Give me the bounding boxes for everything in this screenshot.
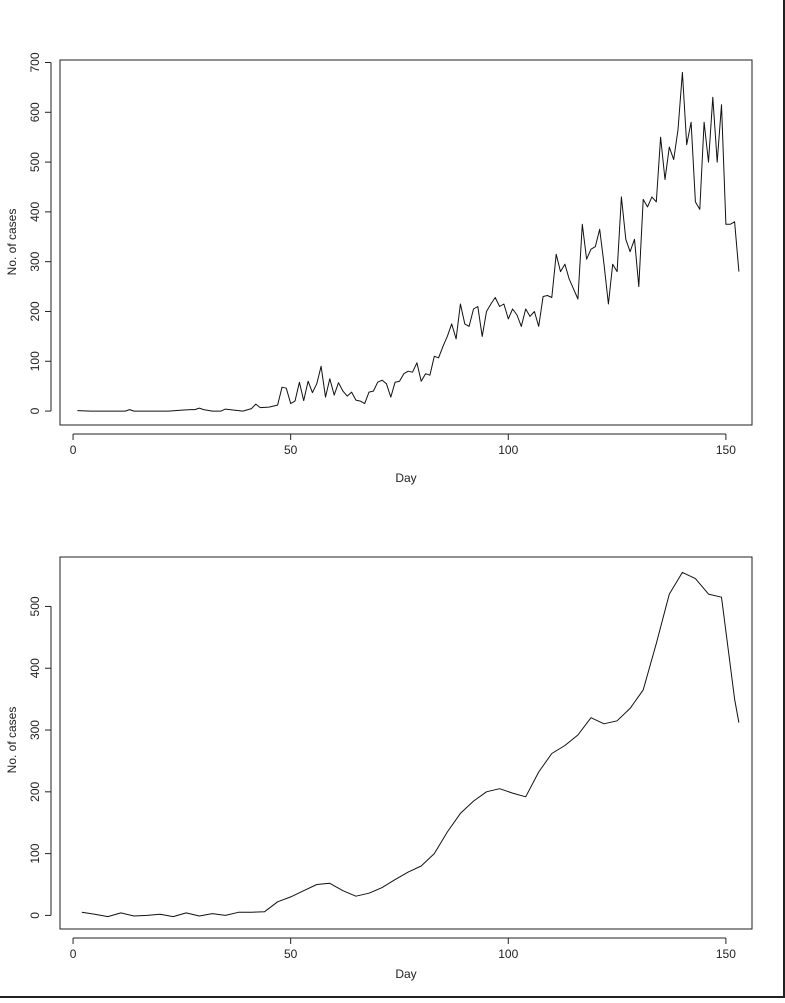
top-y-tick-label: 600 — [28, 102, 42, 122]
top-y-tick-label: 500 — [28, 152, 42, 172]
top-x-axis: 0 50 100 150 — [70, 433, 736, 457]
top-y-tick-label: 300 — [28, 251, 42, 271]
bottom-x-tick-label: 50 — [284, 947, 298, 961]
top-y-axis-label: No. of cases — [5, 209, 19, 276]
bottom-series-line — [81, 571, 740, 918]
top-series-line — [77, 71, 740, 412]
top-y-tick-label: 200 — [28, 301, 42, 321]
bottom-y-axis-label: No. of cases — [5, 707, 19, 774]
top-y-tick-label: 400 — [28, 202, 42, 222]
bottom-chart-panel: 0 50 100 150 0 100 200 300 400 500 Day No. of ca… — [5, 556, 753, 981]
bottom-y-axis: 0 100 200 300 400 500 — [28, 596, 52, 919]
top-x-tick-label: 150 — [716, 443, 736, 457]
top-y-tick-label: 700 — [28, 52, 42, 72]
bottom-x-tick-label: 0 — [70, 947, 77, 961]
bottom-plot-area — [59, 556, 753, 930]
top-x-tick-label: 100 — [498, 443, 518, 457]
bottom-x-tick-label: 100 — [498, 947, 518, 961]
top-y-tick-label: 100 — [28, 351, 42, 371]
top-x-tick-label: 50 — [284, 443, 298, 457]
bottom-y-tick-label: 100 — [28, 843, 42, 863]
top-y-tick-label: 0 — [28, 407, 42, 414]
top-chart-panel: 0 50 100 150 0 100 200 300 400 500 600 700 Day No.… — [5, 52, 753, 485]
bottom-y-tick-label: 0 — [28, 912, 42, 919]
bottom-y-tick-label: 200 — [28, 781, 42, 801]
bottom-y-tick-label: 400 — [28, 658, 42, 678]
bottom-x-axis: 0 50 100 150 — [70, 937, 736, 961]
bottom-y-tick-label: 300 — [28, 720, 42, 740]
bottom-x-axis-label: Day — [395, 967, 416, 981]
top-plot-area — [59, 59, 753, 426]
top-x-axis-label: Day — [395, 471, 416, 485]
top-y-axis: 0 100 200 300 400 500 600 700 — [28, 52, 52, 414]
bottom-y-tick-label: 500 — [28, 596, 42, 616]
top-x-tick-label: 0 — [70, 443, 77, 457]
bottom-x-tick-label: 150 — [716, 947, 736, 961]
